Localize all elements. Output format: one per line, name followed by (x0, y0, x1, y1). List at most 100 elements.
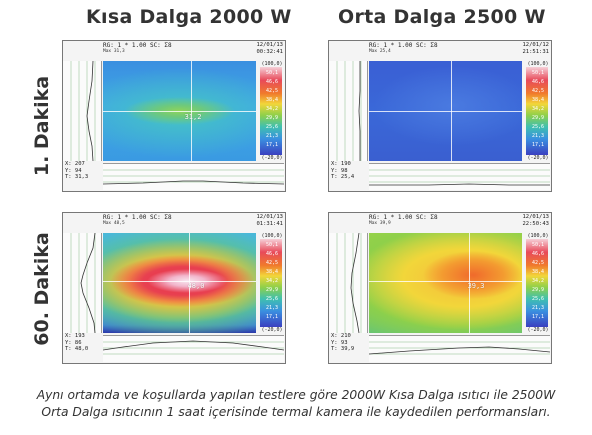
panel-header: RG: 1 * 1.00 SC: Σ8 Max 31,3 12/01/13 00… (63, 41, 285, 55)
horizontal-profile-plot (103, 163, 284, 190)
scale-label: 25,6 (265, 124, 279, 130)
panel-settings-text: RG: 1 * 1.00 SC: Σ8 (369, 214, 438, 221)
max-temperature: Max 25,4 (369, 49, 391, 54)
cursor-readout: X: 207 Y: 94 T: 31,3 (65, 161, 88, 181)
panel-settings-text: RG: 1 * 1.00 SC: Σ8 (369, 42, 438, 49)
thermal-image: 39,3 (369, 233, 522, 333)
scale-label: 29,9 (531, 115, 545, 121)
caption-line-1: Aynı ortamda ve koşullarda yapılan testl… (36, 388, 556, 402)
panel-settings-text: RG: 1 * 1.00 SC: Σ8 (103, 42, 172, 49)
spot-temperature: 39,3 (467, 282, 485, 290)
scale-label: 25,6 (531, 124, 545, 130)
row-label-minute-60: 60. Dakika (31, 232, 53, 346)
thermal-panel-medium-wave-minute-1: RG: 1 * 1.00 SC: Σ8 Max 25,4 12/01/12 21… (328, 40, 552, 192)
panel-settings-text: RG: 1 * 1.00 SC: Σ8 (103, 214, 172, 221)
scale-label: 38,4 (531, 97, 545, 103)
caption-line-2: Orta Dalga ısıtıcının 1 saat içerisinde … (41, 405, 551, 419)
crosshair-vertical (189, 233, 190, 333)
scale-label: 21,3 (531, 305, 545, 311)
scale-max: (100,0) (527, 61, 549, 67)
capture-date: 12/01/13 (256, 214, 284, 220)
spot-temperature: 31,2 (184, 113, 202, 121)
scale-label: 29,9 (531, 287, 545, 293)
scale-min: (-20,0) (527, 155, 549, 161)
vertical-profile-plot (329, 61, 368, 161)
thermal-panel-medium-wave-minute-60: RG: 1 * 1.00 SC: Σ8 Max 39,9 12/01/13 22… (328, 212, 552, 364)
thermal-image: 31,2 (103, 61, 256, 161)
scale-max: (100,0) (261, 233, 283, 239)
scale-max: (100,0) (261, 61, 283, 67)
scale-min: (-20,0) (261, 155, 283, 161)
row-label-minute-1: 1. Dakika (31, 75, 53, 177)
scale-gradient (526, 67, 548, 155)
horizontal-profile-plot (103, 335, 284, 362)
crosshair-vertical (469, 233, 470, 333)
cursor-temperature: T: 31,3 (65, 174, 89, 180)
scale-label: 50,1 (265, 70, 279, 76)
scale-label: 21,3 (265, 305, 279, 311)
scale-label: 50,1 (531, 70, 545, 76)
vertical-profile-plot (63, 233, 102, 333)
cursor-x: X: 210 (331, 333, 351, 339)
scale-min: (-20,0) (527, 327, 549, 333)
cursor-x: X: 190 (331, 161, 351, 167)
cursor-y: Y: 94 (65, 167, 82, 174)
capture-date: 12/01/13 (256, 42, 284, 48)
crosshair-vertical (451, 61, 452, 161)
thermal-panel-short-wave-minute-60: RG: 1 * 1.00 SC: Σ8 Max 48,5 12/01/13 01… (62, 212, 286, 364)
max-temperature: Max 31,3 (103, 49, 125, 54)
scale-label: 46,6 (531, 79, 545, 85)
scale-label: 50,1 (531, 242, 545, 248)
cursor-temperature: T: 39,9 (331, 346, 355, 352)
horizontal-profile-plot (369, 335, 550, 362)
scale-label: 42,5 (265, 260, 279, 266)
scale-label: 34,2 (265, 106, 279, 112)
cursor-readout: X: 190 Y: 98 T: 25,4 (331, 161, 354, 181)
scale-label: 34,2 (531, 106, 545, 112)
scale-label: 29,9 (265, 115, 279, 121)
scale-label: 38,4 (265, 97, 279, 103)
thermal-panel-short-wave-minute-1: RG: 1 * 1.00 SC: Σ8 Max 31,3 12/01/13 00… (62, 40, 286, 192)
scale-label: 46,6 (531, 251, 545, 257)
max-temperature: Max 48,5 (103, 221, 125, 226)
scale-label: 21,3 (265, 133, 279, 139)
color-scale: (100,0) 50,1 46,6 42,5 38,4 34,2 29,9 25… (260, 61, 284, 161)
vertical-profile-plot (63, 61, 102, 161)
scale-label: 46,6 (265, 251, 279, 257)
color-scale: (100,0) 50,1 46,6 42,5 38,4 34,2 29,9 25… (526, 61, 550, 161)
scale-label: 38,4 (531, 269, 545, 275)
scale-label: 29,9 (265, 287, 279, 293)
cursor-readout: X: 210 Y: 93 T: 39,9 (331, 333, 354, 353)
crosshair-horizontal (103, 281, 256, 282)
cursor-y: Y: 93 (331, 339, 348, 346)
cursor-y: Y: 86 (65, 339, 82, 346)
capture-time: 00:32:41 (256, 49, 284, 55)
scale-gradient (526, 239, 548, 327)
scale-gradient (260, 239, 282, 327)
crosshair-horizontal (369, 281, 522, 282)
scale-max: (100,0) (527, 233, 549, 239)
crosshair-horizontal (103, 111, 256, 112)
cursor-y: Y: 98 (331, 167, 348, 174)
color-scale: (100,0) 50,1 46,6 42,5 38,4 34,2 29,9 25… (526, 233, 550, 333)
scale-label: 25,6 (265, 296, 279, 302)
capture-date: 12/01/12 (522, 42, 550, 48)
scale-min: (-20,0) (261, 327, 283, 333)
scale-gradient (260, 67, 282, 155)
color-scale: (100,0) 50,1 46,6 42,5 38,4 34,2 29,9 25… (260, 233, 284, 333)
panel-header: RG: 1 * 1.00 SC: Σ8 Max 39,9 12/01/13 22… (329, 213, 551, 227)
horizontal-profile-plot (369, 163, 550, 190)
capture-time: 21:51:31 (522, 49, 550, 55)
crosshair-vertical (191, 61, 192, 161)
crosshair-horizontal (369, 111, 522, 112)
scale-label: 34,2 (265, 278, 279, 284)
scale-label: 25,6 (531, 296, 545, 302)
scale-label: 34,2 (531, 278, 545, 284)
capture-date: 12/01/13 (522, 214, 550, 220)
capture-time: 01:31:41 (256, 221, 284, 227)
cursor-readout: X: 193 Y: 86 T: 48,0 (65, 333, 88, 353)
vertical-profile-plot (329, 233, 368, 333)
cursor-x: X: 207 (65, 161, 85, 167)
column-title-medium-wave: Orta Dalga 2500 W (338, 6, 546, 28)
panel-header: RG: 1 * 1.00 SC: Σ8 Max 25,4 12/01/12 21… (329, 41, 551, 55)
